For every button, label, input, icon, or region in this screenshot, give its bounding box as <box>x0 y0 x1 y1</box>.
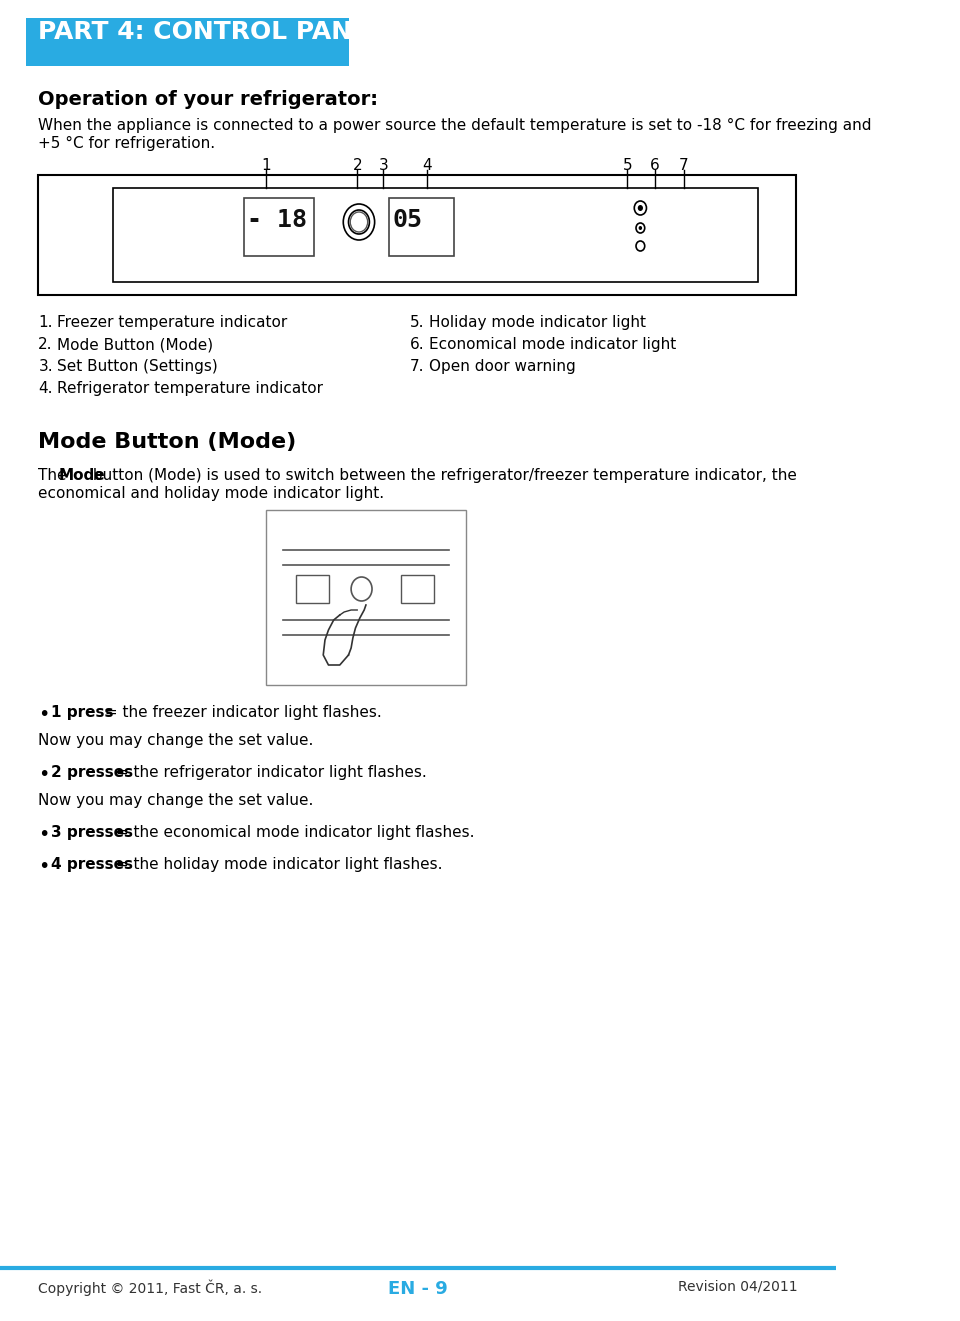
Text: = the holiday mode indicator light flashes.: = the holiday mode indicator light flash… <box>110 857 443 872</box>
Text: The: The <box>38 468 72 483</box>
Text: •: • <box>38 826 50 844</box>
Bar <box>266 510 467 686</box>
Text: = the freezer indicator light flashes.: = the freezer indicator light flashes. <box>100 705 382 720</box>
Text: Revision 04/2011: Revision 04/2011 <box>679 1280 798 1295</box>
Text: Holiday mode indicator light: Holiday mode indicator light <box>429 314 646 330</box>
Text: 2 presses: 2 presses <box>51 765 132 779</box>
Circle shape <box>636 240 645 251</box>
Text: Refrigerator temperature indicator: Refrigerator temperature indicator <box>57 380 323 396</box>
Bar <box>113 188 758 281</box>
Text: +5 °C for refrigeration.: +5 °C for refrigeration. <box>38 136 215 151</box>
Text: •: • <box>38 765 50 783</box>
Text: 3.: 3. <box>38 359 53 374</box>
Circle shape <box>638 226 642 230</box>
Circle shape <box>351 577 372 601</box>
Text: •: • <box>38 705 50 724</box>
Text: 7: 7 <box>679 159 688 173</box>
Text: •: • <box>38 857 50 876</box>
Text: When the appliance is connected to a power source the default temperature is set: When the appliance is connected to a pow… <box>38 118 872 133</box>
Text: 3 presses: 3 presses <box>51 826 132 840</box>
Text: Open door warning: Open door warning <box>429 359 575 374</box>
FancyBboxPatch shape <box>26 18 348 66</box>
Circle shape <box>635 201 646 215</box>
Text: Set Button (Settings): Set Button (Settings) <box>57 359 217 374</box>
Text: Economical mode indicator light: Economical mode indicator light <box>429 337 676 351</box>
Text: Now you may change the set value.: Now you may change the set value. <box>38 733 314 748</box>
Text: Operation of your refrigerator:: Operation of your refrigerator: <box>38 90 378 110</box>
Text: EN - 9: EN - 9 <box>389 1280 448 1299</box>
Text: = the refrigerator indicator light flashes.: = the refrigerator indicator light flash… <box>110 765 426 779</box>
Bar <box>38 174 797 295</box>
Circle shape <box>344 203 374 240</box>
Text: Mode: Mode <box>59 468 105 483</box>
Text: 2.: 2. <box>38 337 53 351</box>
Text: economical and holiday mode indicator light.: economical and holiday mode indicator li… <box>38 486 384 501</box>
Circle shape <box>350 211 368 232</box>
Text: 1 press: 1 press <box>51 705 113 720</box>
Text: 5: 5 <box>622 159 632 173</box>
Text: Copyright © 2011, Fast ČR, a. s.: Copyright © 2011, Fast ČR, a. s. <box>38 1280 262 1296</box>
Text: 2: 2 <box>352 159 362 173</box>
Text: Mode Button (Mode): Mode Button (Mode) <box>57 337 213 351</box>
Bar <box>400 575 434 602</box>
Text: Freezer temperature indicator: Freezer temperature indicator <box>57 314 287 330</box>
Bar <box>244 198 314 256</box>
Bar <box>389 198 454 256</box>
Text: 7.: 7. <box>410 359 424 374</box>
Text: 05: 05 <box>393 207 423 232</box>
Text: 4 presses: 4 presses <box>51 857 132 872</box>
Text: 6.: 6. <box>410 337 424 351</box>
Circle shape <box>636 223 645 232</box>
Text: 4.: 4. <box>38 380 53 396</box>
Text: - 18: - 18 <box>248 207 307 232</box>
Circle shape <box>637 205 643 211</box>
Text: 5.: 5. <box>410 314 424 330</box>
Text: 3: 3 <box>378 159 388 173</box>
Circle shape <box>348 210 370 234</box>
Text: 1.: 1. <box>38 314 53 330</box>
Text: 6: 6 <box>650 159 660 173</box>
Text: Now you may change the set value.: Now you may change the set value. <box>38 793 314 808</box>
Text: button (Mode) is used to switch between the refrigerator/freezer temperature ind: button (Mode) is used to switch between … <box>88 468 797 483</box>
Text: 4: 4 <box>422 159 432 173</box>
Text: 1: 1 <box>261 159 271 173</box>
Text: = the economical mode indicator light flashes.: = the economical mode indicator light fl… <box>110 826 474 840</box>
Text: PART 4: CONTROL PANEL: PART 4: CONTROL PANEL <box>38 20 385 44</box>
Bar <box>297 575 329 602</box>
Text: Mode Button (Mode): Mode Button (Mode) <box>38 432 297 452</box>
